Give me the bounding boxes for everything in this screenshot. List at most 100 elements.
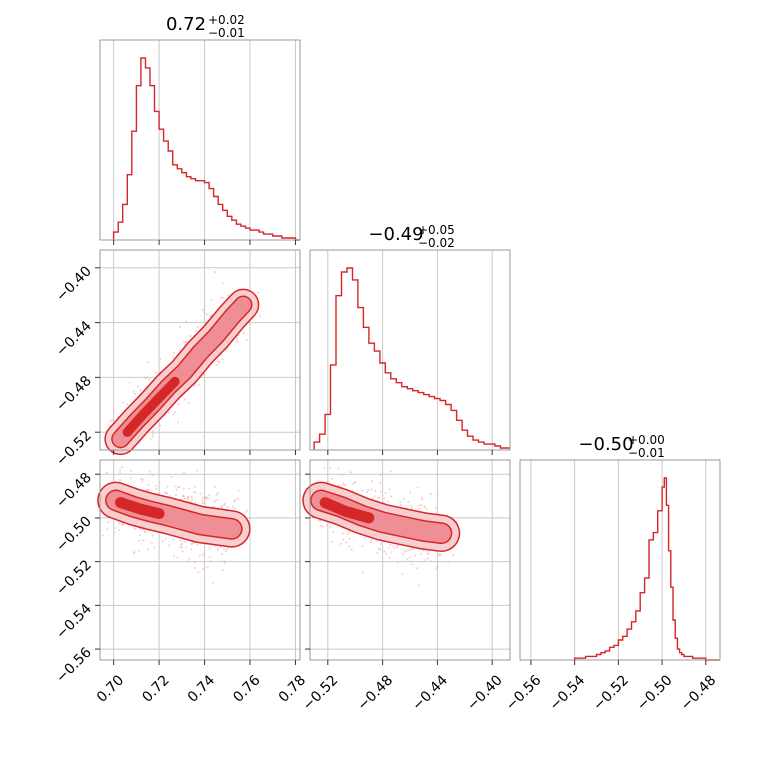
joint-3-sample (337, 484, 340, 487)
joint-1-sample (218, 361, 221, 364)
joint-3-sample (329, 467, 332, 470)
joint-1-sample (139, 389, 142, 392)
joint-3-sample (362, 571, 365, 574)
joint-2-sample (184, 540, 187, 543)
joint-2-sample (183, 495, 186, 498)
joint-2-sample (142, 539, 145, 542)
xaxis-2-ticklabel: −0.40 (464, 672, 506, 714)
joint-1-sample (236, 336, 238, 339)
joint-1-sample (242, 332, 245, 334)
joint-1-sample (259, 314, 262, 317)
joint-2-sample (181, 550, 184, 553)
joint-1-sample (172, 413, 175, 416)
joint-1-sample (167, 411, 170, 414)
joint-3-sample (348, 531, 351, 533)
joint-3-sample (378, 496, 381, 499)
joint-1-sample (216, 360, 219, 363)
joint-2-sample (217, 549, 220, 551)
yaxis-2-ticklabel: −0.40 (53, 263, 95, 305)
joint-1-sample (194, 329, 197, 332)
joint-2-sample (141, 480, 144, 483)
hist-2-steps (313, 267, 510, 450)
joint-3-sample (418, 504, 420, 507)
xaxis-2-ticklabel: −0.52 (300, 672, 342, 714)
joint-1-sample (189, 335, 192, 337)
joint-1-sample (183, 343, 186, 346)
joint-2-sample (194, 567, 197, 569)
joint-2-sample (180, 542, 183, 545)
joint-1-sample (151, 433, 154, 435)
joint-1-sample (172, 356, 175, 359)
joint-2-sample (177, 486, 179, 489)
param-1-title: 0.72 (166, 14, 206, 35)
param-1-title-lower: −0.01 (208, 26, 245, 40)
joint-3-sample (371, 497, 374, 500)
joint-3-sample (323, 466, 326, 469)
joint-3-sample (369, 541, 372, 544)
joint-2-sample (140, 477, 142, 480)
joint-3-sample (414, 554, 417, 557)
joint-2-sample (179, 546, 182, 549)
param-3-title-lower: −0.01 (628, 446, 665, 460)
joint-2-sample (221, 568, 224, 571)
hist-1-frame (99, 39, 301, 241)
joint-3-sample (349, 471, 352, 474)
yaxis-3-ticklabel: −0.50 (53, 513, 95, 555)
joint-3-sample (379, 473, 382, 476)
joint-3-sample (410, 504, 413, 507)
joint-3-sample (330, 477, 333, 480)
yaxis-2-ticklabel: −0.52 (53, 428, 95, 470)
joint-2-sample (190, 548, 193, 551)
joint-2-sample (223, 561, 226, 564)
joint-2-sample (226, 506, 229, 509)
joint-2-sample (134, 527, 137, 530)
joint-1-sample (203, 311, 206, 314)
joint-2-sample (183, 471, 185, 474)
joint-3-sample (412, 547, 415, 550)
joint-2-sample (187, 499, 190, 502)
joint-2-sample (206, 566, 209, 569)
joint-3-sample (370, 539, 373, 542)
joint-2-sample (196, 544, 199, 547)
joint-3-sample (415, 567, 418, 570)
joint-3-sample (409, 556, 412, 559)
joint-3-sample (327, 480, 329, 483)
joint-3-sample (426, 550, 429, 553)
joint-1-sample (111, 419, 114, 422)
joint-2-contour-core (115, 497, 165, 520)
joint-2-sample (215, 498, 218, 501)
joint-1-sample (183, 398, 186, 401)
joint-3-sample (379, 490, 382, 493)
joint-2-sample (118, 522, 121, 525)
joint-3-sample (343, 484, 346, 487)
joint-2-sample (144, 530, 147, 533)
joint-3-sample (409, 491, 411, 494)
joint-2-sample (185, 546, 187, 549)
xaxis-2-ticklabel: −0.44 (409, 672, 451, 714)
joint-2-sample (148, 470, 151, 473)
hist-panel-3: −0.50+0.00−0.01 (519, 433, 721, 665)
joint-2-sample (154, 485, 157, 487)
joint-3-sample (390, 495, 393, 498)
joint-3-sample (409, 560, 412, 563)
joint-3-sample (321, 525, 324, 528)
joint-2-sample (155, 487, 158, 490)
joint-2-sample (114, 527, 117, 529)
joint-1-sample (147, 378, 150, 381)
xaxis-3-ticklabel: −0.54 (547, 672, 589, 714)
joint-1-sample (128, 381, 131, 384)
joint-1-sample (179, 326, 182, 328)
hist-1-steps (112, 57, 300, 241)
joint-2-sample (182, 487, 185, 490)
joint-3-sample (373, 495, 376, 498)
joint-3-sample (365, 491, 368, 494)
joint-3-sample (325, 524, 328, 527)
joint-1-sample (210, 314, 212, 317)
joint-2-sample (153, 546, 156, 549)
joint-1-sample (132, 390, 135, 393)
joint-3-sample (377, 547, 380, 550)
xaxis-3-ticklabel: −0.48 (678, 672, 720, 714)
joint-3-sample (345, 541, 348, 544)
joint-2-sample (158, 481, 161, 484)
